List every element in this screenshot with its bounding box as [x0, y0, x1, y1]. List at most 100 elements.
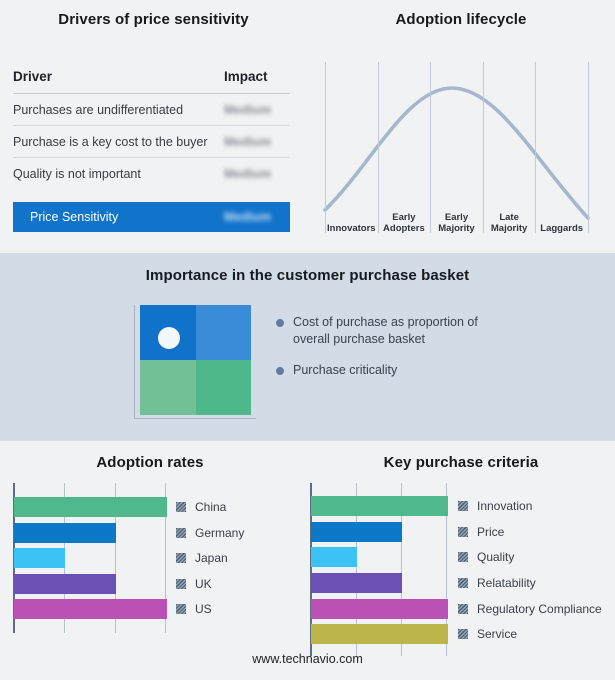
stage-divider-line: [325, 62, 326, 233]
drivers-panel-title: Drivers of price sensitivity: [58, 11, 249, 28]
highlight-driver-label: Price Sensitivity: [30, 210, 119, 224]
bar-regulatory-compliance: [311, 598, 448, 619]
gridline: [356, 483, 357, 656]
legend-item-price: Price: [458, 522, 602, 542]
legend-marker-icon: [176, 578, 186, 589]
legend-marker-icon: [176, 527, 186, 538]
legend-item-germany: Germany: [176, 523, 244, 543]
legend-label: Regulatory Compliance: [477, 601, 602, 616]
adoption-rates-title: Adoption rates: [96, 454, 204, 471]
stage-label-early-majority: Early Majority: [438, 212, 475, 234]
driver-label: Purchase is a key cost to the buyer: [13, 134, 208, 149]
basket-legend-item: Purchase criticality: [276, 362, 478, 379]
basket-legend: Cost of purchase as proportion of overal…: [276, 314, 478, 379]
position-dot: [158, 327, 180, 349]
column-header-impact: Impact: [224, 69, 268, 84]
drivers-table: Driver Impact Purchases are undifferenti…: [13, 63, 290, 189]
legend-label: Innovation: [477, 499, 533, 513]
legend-label: China: [195, 500, 227, 514]
legend-item-uk: UK: [176, 574, 244, 594]
bar-uk: [14, 573, 116, 594]
stage-label-early-adopters: Early Adopters: [383, 212, 425, 234]
purchase-basket-quadrant: [134, 305, 256, 419]
legend-marker-icon: [176, 502, 186, 512]
driver-label: Purchases are undifferentiated: [13, 102, 184, 117]
bullet-icon: [276, 367, 284, 375]
bar-relatability: [311, 573, 402, 593]
stage-label-late-majority: Late Majority: [490, 212, 528, 234]
middle-band: [0, 253, 615, 441]
price-sensitivity-highlight-row: Price Sensitivity Medium: [13, 202, 290, 232]
stage-divider-line: [430, 62, 432, 233]
bar-germany: [14, 522, 116, 543]
legend-label: Quality: [477, 550, 515, 565]
key-purchase-criteria-legend: Innovation Price Quality Relatability Regula…: [458, 496, 602, 650]
drivers-table-header: Driver Impact: [13, 63, 290, 94]
driver-row-purchases-are-undifferen: Purchases are undifferentiated Medium: [13, 94, 290, 126]
stage-divider-line: [482, 62, 484, 233]
impact-value: Medium: [224, 166, 272, 181]
drivers-table-body: Purchases are undifferentiated Medium Purc…: [13, 94, 290, 189]
legend-item-china: China: [176, 497, 244, 517]
driver-row-quality-is-not-important: Quality is not important Medium: [13, 158, 290, 189]
bar-china: [14, 497, 167, 517]
legend-item-quality: Quality: [458, 547, 602, 567]
highlight-impact-value: Medium: [224, 210, 272, 224]
legend-label: Germany: [195, 525, 245, 540]
key-purchase-criteria-plot: [310, 483, 448, 656]
legend-label: UK: [195, 576, 212, 591]
legend-item-innovation: Innovation: [458, 496, 602, 516]
legend-item-japan: Japan: [176, 548, 244, 568]
bar-price: [311, 521, 402, 542]
quadrant-bottom-left: [140, 360, 196, 415]
legend-item-service: Service: [458, 624, 602, 644]
bullet-icon: [276, 319, 284, 327]
lifecycle-chart: Innovators Early Adopters Early Majority La…: [307, 62, 615, 234]
lifecycle-panel-title: Adoption lifecycle: [395, 11, 527, 28]
legend-item-relatability: Relatability: [458, 573, 602, 593]
adoption-rates-legend: China Germany Japan UK US: [176, 497, 244, 625]
bar-service: [311, 624, 448, 645]
stage-divider-line: [588, 62, 589, 233]
gridline: [401, 483, 402, 656]
legend-label: Relatability: [477, 576, 536, 591]
impact-value: Medium: [224, 134, 272, 149]
quadrant-top-right: [195, 305, 251, 360]
bar-quality: [311, 547, 357, 568]
basket-legend-label: Cost of purchase as proportion of overal…: [293, 315, 478, 346]
legend-label: Price: [477, 524, 505, 539]
legend-label: Service: [477, 627, 518, 642]
legend-label: US: [195, 602, 212, 616]
quadrant-bottom-right: [195, 360, 251, 415]
stage-label-laggards: Laggards: [540, 223, 584, 234]
legend-marker-icon: [458, 526, 468, 537]
website-footer: www.technavio.com: [252, 652, 363, 666]
driver-row-purchase-is-a-key-cost-t: Purchase is a key cost to the buyer Mediu…: [13, 126, 290, 158]
key-purchase-criteria-title: Key purchase criteria: [383, 454, 539, 471]
quadrant-grid: [140, 305, 251, 415]
bar-innovation: [311, 496, 448, 516]
bar-us: [14, 599, 167, 619]
legend-marker-icon: [458, 552, 468, 563]
gridline: [446, 483, 447, 656]
bar-japan: [14, 548, 65, 568]
gridline: [165, 483, 166, 633]
legend-marker-icon: [458, 629, 468, 640]
basket-panel-title: Importance in the customer purchase bask…: [145, 267, 470, 284]
legend-marker-icon: [458, 603, 468, 614]
gridline: [115, 483, 116, 633]
stage-divider-line: [377, 62, 379, 233]
driver-label: Quality is not important: [13, 166, 141, 181]
stage-label-innovators: Innovators: [327, 223, 376, 234]
impact-value: Medium: [224, 102, 272, 117]
y-axis-line: [310, 483, 312, 656]
bell-curve: [323, 86, 590, 220]
legend-marker-icon: [176, 553, 186, 563]
legend-label: Japan: [195, 551, 228, 565]
adoption-rates-plot: [13, 483, 167, 633]
legend-item-us: US: [176, 599, 244, 619]
legend-marker-icon: [458, 578, 468, 589]
legend-marker-icon: [458, 501, 468, 511]
legend-item-regulatory-compliance: Regulatory Compliance: [458, 599, 602, 619]
